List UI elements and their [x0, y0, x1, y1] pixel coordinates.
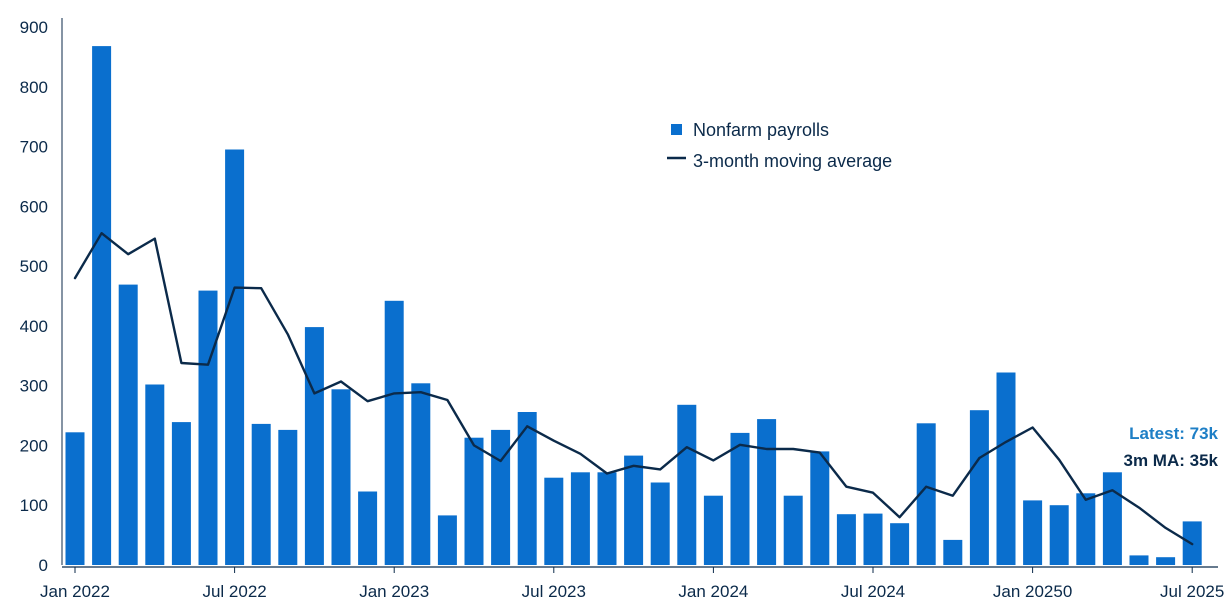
y-tick-label: 200	[20, 436, 48, 455]
payroll-bar	[358, 491, 378, 565]
payroll-bar	[1049, 505, 1069, 565]
x-tick-label: Jan 2022	[40, 582, 110, 601]
payroll-bar	[836, 514, 856, 565]
payroll-bar	[92, 46, 112, 566]
y-tick-label: 900	[20, 18, 48, 37]
payroll-bar	[943, 539, 963, 565]
x-tick-label: Jul 2022	[202, 582, 266, 601]
payroll-bar	[118, 284, 138, 565]
payroll-bar	[251, 423, 271, 565]
line-layer	[73, 231, 1194, 546]
payroll-bar	[198, 290, 218, 565]
payroll-bar	[384, 300, 404, 565]
moving-average-line	[73, 231, 1194, 546]
payroll-bar	[650, 482, 670, 565]
moving-average-annotation: 3m MA: 35k	[1124, 451, 1219, 470]
x-tick-label: Jan 2024	[678, 582, 748, 601]
payroll-bar	[783, 495, 803, 565]
y-tick-label: 0	[39, 556, 48, 575]
payroll-bar	[890, 523, 910, 565]
payroll-bar	[517, 412, 537, 565]
x-tick-label: Jul 2024	[841, 582, 905, 601]
payroll-bar	[969, 410, 989, 565]
payroll-bar	[1129, 555, 1149, 565]
payroll-bar	[624, 455, 644, 565]
latest-annotation: Latest: 73k	[1129, 424, 1218, 443]
payroll-bar	[1102, 472, 1122, 565]
legend-bar-swatch	[671, 124, 682, 135]
payroll-bar	[703, 495, 723, 565]
y-tick-label: 600	[20, 197, 48, 216]
y-tick-label: 700	[20, 138, 48, 157]
payroll-bar	[1023, 500, 1043, 565]
payroll-bar	[65, 432, 85, 565]
payroll-bar	[491, 429, 511, 565]
x-tick-label: Jan 2023	[359, 582, 429, 601]
payroll-bar	[570, 472, 590, 565]
payroll-bar	[544, 477, 564, 565]
x-tick-label: Jul 2023	[522, 582, 586, 601]
payroll-bar	[304, 327, 324, 565]
x-tick-label: Jan 20250	[993, 582, 1072, 601]
y-tick-label: 100	[20, 496, 48, 515]
y-tick-label: 500	[20, 257, 48, 276]
annotations: Latest: 73k 3m MA: 35k	[1124, 424, 1219, 470]
payroll-bar	[597, 472, 617, 565]
legend: Nonfarm payrolls 3-month moving average	[667, 120, 892, 171]
payroll-bar	[225, 149, 245, 565]
payroll-bar	[145, 384, 165, 565]
payroll-bar	[1156, 557, 1176, 565]
y-tick-label: 300	[20, 377, 48, 396]
payroll-bar	[464, 437, 484, 565]
payroll-bar	[411, 383, 431, 565]
legend-label-moving-average: 3-month moving average	[693, 151, 892, 171]
payroll-bar	[437, 515, 457, 565]
y-tick-label: 800	[20, 78, 48, 97]
payroll-bar	[996, 372, 1016, 565]
payroll-bar	[810, 451, 830, 565]
legend-label-payrolls: Nonfarm payrolls	[693, 120, 829, 140]
x-tick-label: Jul 2025	[1160, 582, 1224, 601]
y-tick-label: 400	[20, 317, 48, 336]
payroll-bar	[916, 423, 936, 565]
payroll-bar	[863, 513, 883, 565]
bars-layer	[65, 46, 1202, 566]
payroll-bar	[677, 404, 697, 565]
payroll-bar	[730, 432, 750, 565]
payroll-bar	[757, 419, 777, 565]
payroll-bar	[278, 429, 298, 565]
axes-layer: 0 100 200 300 400 500 600 700 800 900 Jan 2022 Jul …	[20, 18, 1224, 601]
payroll-bar	[331, 389, 351, 565]
payroll-bar	[171, 422, 191, 565]
payroll-bar	[1076, 493, 1096, 565]
